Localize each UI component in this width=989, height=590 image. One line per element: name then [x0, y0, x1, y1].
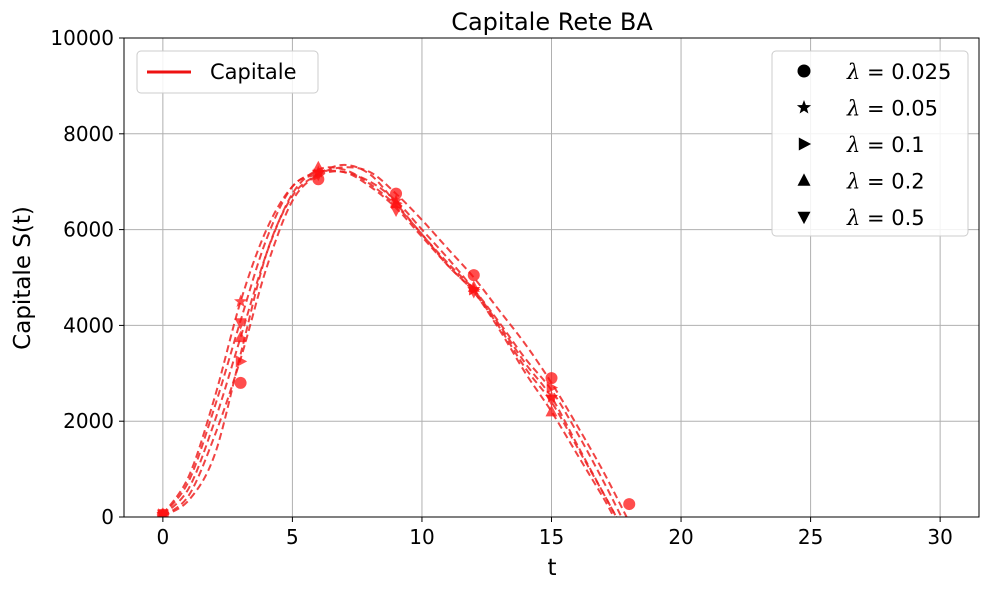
legend-marker — [796, 100, 812, 114]
data-point — [390, 196, 403, 209]
data-point — [234, 294, 248, 308]
series-line — [162, 169, 618, 517]
series-lambda-0.025 — [156, 166, 636, 517]
series-lambda-0.05 — [156, 165, 618, 517]
y-tick-label: 8000 — [63, 122, 114, 146]
legend-entry: λ = 0.2 — [797, 170, 925, 194]
series-lambda-0.2 — [158, 160, 615, 517]
legend-marker — [797, 211, 811, 225]
series-line — [162, 166, 615, 517]
series-line — [162, 166, 628, 517]
legend-entry: λ = 0.05 — [796, 97, 938, 121]
legend-markers: λ = 0.025 λ = 0.05 λ = 0.1 λ = 0.2 λ = 0.5 — [771, 50, 969, 237]
x-tick-label: 20 — [668, 525, 693, 549]
x-tick-label: 5 — [286, 525, 299, 549]
y-tick-label: 10000 — [50, 26, 114, 50]
legend-primary-box — [136, 50, 319, 94]
legend-marker — [798, 137, 812, 151]
data-point — [467, 269, 480, 282]
series-layer — [156, 160, 636, 517]
y-tick-label: 4000 — [63, 313, 114, 337]
legend-marker — [797, 173, 811, 186]
x-tick-label: 25 — [798, 525, 823, 549]
y-axis: 0 2000 4000 6000 8000 10000 — [50, 26, 124, 529]
legend-entry-label: λ = 0.025 — [846, 60, 951, 84]
x-axis: 0 5 10 15 20 25 30 — [156, 517, 953, 549]
series-line — [162, 170, 618, 517]
data-point — [235, 355, 248, 368]
data-point — [234, 330, 247, 343]
legend-entry-label: λ = 0.1 — [846, 133, 925, 157]
legend-primary-label: Capitale — [210, 60, 297, 84]
series-lambda-0.5 — [156, 169, 618, 517]
y-tick-label: 0 — [101, 505, 114, 529]
legend-entry-label: λ = 0.5 — [846, 206, 925, 230]
data-point — [312, 160, 325, 173]
data-point — [545, 405, 558, 417]
legend-markers-box — [771, 50, 969, 237]
data-point — [545, 372, 558, 385]
x-tick-label: 15 — [539, 525, 564, 549]
x-tick-label: 30 — [927, 525, 952, 549]
legend-marker — [797, 64, 811, 78]
data-point — [467, 287, 480, 299]
y-tick-label: 2000 — [63, 409, 114, 433]
legend-primary: Capitale — [136, 50, 319, 94]
data-point — [156, 509, 169, 517]
data-point — [546, 381, 559, 394]
legend-entry: λ = 0.025 — [797, 60, 951, 84]
chart-title: Capitale Rete BA — [451, 8, 653, 36]
legend-entry-label: λ = 0.05 — [846, 97, 938, 121]
data-point — [545, 394, 558, 407]
x-tick-label: 0 — [156, 525, 169, 549]
legend-entry-label: λ = 0.2 — [846, 170, 925, 194]
data-point — [390, 205, 403, 218]
x-tick-label: 10 — [409, 525, 434, 549]
data-point — [623, 498, 636, 511]
y-axis-label: Capitale S(t) — [10, 206, 36, 350]
data-point — [234, 318, 247, 330]
data-point — [312, 169, 325, 182]
y-tick-label: 6000 — [63, 218, 114, 242]
data-point — [390, 187, 403, 200]
legend-entry: λ = 0.5 — [797, 206, 925, 230]
x-axis-label: t — [547, 555, 556, 581]
legend-entry: λ = 0.1 — [798, 133, 925, 157]
data-point — [234, 376, 247, 389]
series-line — [162, 163, 623, 517]
